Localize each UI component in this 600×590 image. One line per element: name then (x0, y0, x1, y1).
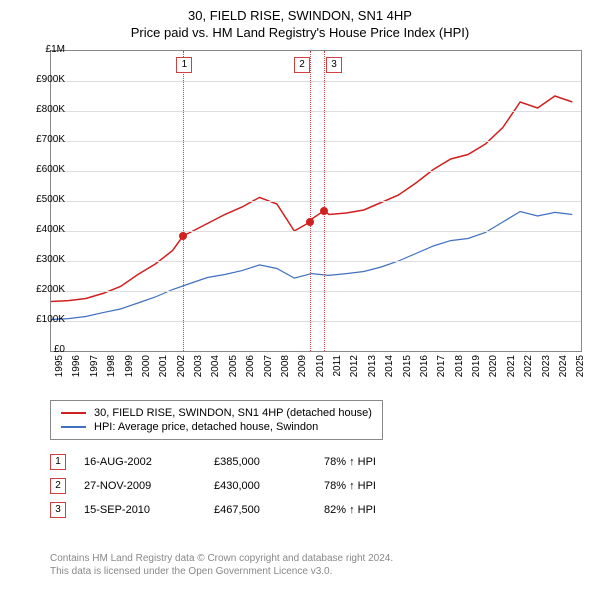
sale-marker-box: 1 (176, 57, 192, 73)
y-axis-label: £600K (15, 164, 65, 175)
x-axis-label: 2016 (419, 355, 430, 385)
x-axis-label: 2024 (558, 355, 569, 385)
x-axis-label: 2000 (141, 355, 152, 385)
y-axis-label: £700K (15, 134, 65, 145)
footer-line1: Contains HM Land Registry data © Crown c… (50, 552, 393, 565)
x-axis-label: 1995 (54, 355, 65, 385)
gridline (51, 141, 581, 142)
sales-row-pct: 78% ↑ HPI (324, 480, 434, 492)
sales-row-date: 15-SEP-2010 (84, 504, 214, 516)
sales-row-date: 16-AUG-2002 (84, 456, 214, 468)
x-axis-label: 2005 (228, 355, 239, 385)
y-axis-label: £900K (15, 74, 65, 85)
sales-row-pct: 82% ↑ HPI (324, 504, 434, 516)
y-axis-label: £100K (15, 314, 65, 325)
y-axis-label: £0 (15, 344, 65, 355)
x-axis-label: 1996 (71, 355, 82, 385)
x-axis-label: 2010 (315, 355, 326, 385)
sales-row-marker: 2 (50, 478, 66, 494)
sales-row: 3 15-SEP-2010£467,50082% ↑ HPI (50, 498, 434, 522)
y-axis-label: £200K (15, 284, 65, 295)
title-sub: Price paid vs. HM Land Registry's House … (0, 23, 600, 40)
x-axis-label: 2011 (332, 355, 343, 385)
sales-table: 1 16-AUG-2002£385,00078% ↑ HPI 2 27-NOV-200… (50, 450, 434, 522)
gridline (51, 261, 581, 262)
y-axis-label: £400K (15, 224, 65, 235)
sale-vline (183, 51, 184, 351)
x-axis-label: 2019 (471, 355, 482, 385)
sales-row-marker: 3 (50, 502, 66, 518)
chart-plot-area: 1 23 (50, 50, 582, 352)
x-axis-label: 2004 (210, 355, 221, 385)
gridline (51, 171, 581, 172)
x-axis-label: 2006 (245, 355, 256, 385)
x-axis-label: 2025 (575, 355, 586, 385)
gridline (51, 231, 581, 232)
legend: 30, FIELD RISE, SWINDON, SN1 4HP (detach… (50, 400, 383, 440)
y-axis-label: £500K (15, 194, 65, 205)
sales-row: 2 27-NOV-2009£430,00078% ↑ HPI (50, 474, 434, 498)
sales-row-marker: 1 (50, 454, 66, 470)
sales-row: 1 16-AUG-2002£385,00078% ↑ HPI (50, 450, 434, 474)
x-axis-label: 2014 (384, 355, 395, 385)
x-axis-label: 2009 (297, 355, 308, 385)
x-axis-label: 1999 (124, 355, 135, 385)
x-axis-label: 2022 (523, 355, 534, 385)
x-axis-label: 2002 (176, 355, 187, 385)
sales-row-price: £430,000 (214, 480, 324, 492)
sale-marker-box: 2 (294, 57, 310, 73)
x-axis-label: 2012 (349, 355, 360, 385)
y-axis-label: £800K (15, 104, 65, 115)
x-axis-label: 2023 (541, 355, 552, 385)
x-axis-label: 2015 (402, 355, 413, 385)
footer-line2: This data is licensed under the Open Gov… (50, 565, 393, 578)
gridline (51, 201, 581, 202)
x-axis-label: 2020 (488, 355, 499, 385)
x-axis-label: 2008 (280, 355, 291, 385)
x-axis-label: 2003 (193, 355, 204, 385)
series-line (51, 212, 572, 320)
x-axis-label: 2007 (263, 355, 274, 385)
x-axis-label: 2018 (454, 355, 465, 385)
x-axis-label: 2013 (367, 355, 378, 385)
x-axis-label: 2001 (158, 355, 169, 385)
title-main: 30, FIELD RISE, SWINDON, SN1 4HP (0, 0, 600, 23)
legend-item: 30, FIELD RISE, SWINDON, SN1 4HP (detach… (61, 406, 372, 420)
footer-attribution: Contains HM Land Registry data © Crown c… (50, 552, 393, 578)
sale-dot (179, 232, 187, 240)
sale-marker-box: 3 (326, 57, 342, 73)
x-axis-label: 2021 (506, 355, 517, 385)
legend-label: HPI: Average price, detached house, Swin… (94, 421, 318, 433)
legend-swatch (61, 412, 86, 414)
y-axis-label: £1M (15, 44, 65, 55)
x-axis-label: 1997 (89, 355, 100, 385)
sale-dot (320, 207, 328, 215)
sales-row-pct: 78% ↑ HPI (324, 456, 434, 468)
sale-vline (324, 51, 325, 351)
legend-swatch (61, 426, 86, 428)
gridline (51, 111, 581, 112)
gridline (51, 81, 581, 82)
chart-container: 30, FIELD RISE, SWINDON, SN1 4HP Price p… (0, 0, 600, 590)
sales-row-date: 27-NOV-2009 (84, 480, 214, 492)
x-axis-label: 1998 (106, 355, 117, 385)
sale-dot (306, 218, 314, 226)
gridline (51, 291, 581, 292)
sales-row-price: £467,500 (214, 504, 324, 516)
series-line (51, 96, 572, 302)
sales-row-price: £385,000 (214, 456, 324, 468)
legend-item: HPI: Average price, detached house, Swin… (61, 420, 372, 434)
gridline (51, 321, 581, 322)
x-axis-label: 2017 (436, 355, 447, 385)
y-axis-label: £300K (15, 254, 65, 265)
sale-vline (310, 51, 311, 351)
legend-label: 30, FIELD RISE, SWINDON, SN1 4HP (detach… (94, 407, 372, 419)
